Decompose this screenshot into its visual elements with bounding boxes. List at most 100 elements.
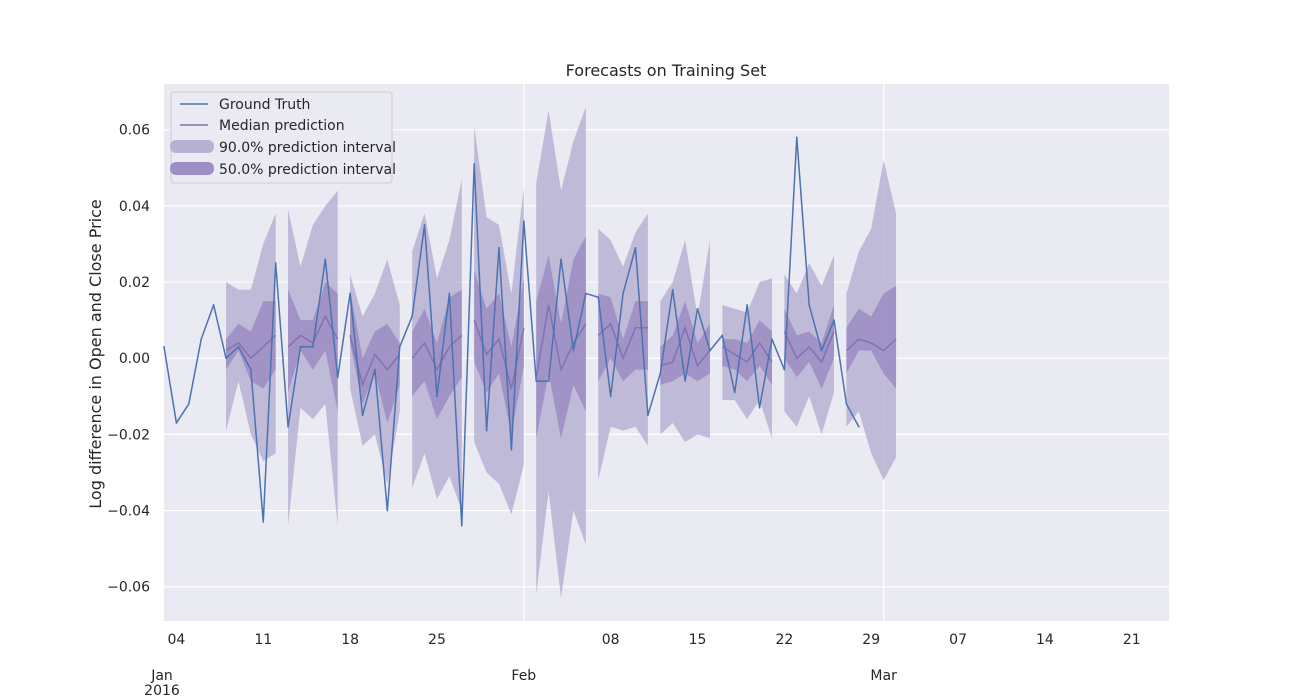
legend-band90: 90.0% prediction interval	[219, 140, 396, 156]
x-tick-label: 08	[602, 632, 620, 648]
ground-truth-point	[547, 380, 550, 382]
ground-truth-point	[287, 425, 289, 428]
ground-truth-point	[858, 425, 860, 428]
legend: Ground Truth Median prediction 90.0% pre…	[170, 91, 396, 184]
ground-truth-point	[460, 524, 463, 527]
legend-median: Median prediction	[219, 118, 345, 134]
band50	[598, 293, 648, 382]
ground-truth-point	[175, 422, 178, 424]
ground-truth-point	[473, 163, 475, 165]
y-tick-label: −0.06	[107, 580, 150, 596]
median-line	[597, 322, 648, 361]
ground-truth-point	[510, 448, 513, 451]
ground-truth-point	[212, 304, 215, 306]
ground-truth-point	[361, 414, 364, 417]
y-tick-label: −0.04	[107, 504, 150, 520]
ground-truth-point	[560, 258, 562, 260]
band50	[722, 320, 772, 385]
ground-truth-point	[758, 406, 761, 409]
ground-truth-point	[820, 349, 823, 352]
y-tick-label: −0.02	[107, 427, 150, 443]
x-major-tick-label: Feb	[511, 668, 536, 684]
ground-truth-point	[795, 136, 798, 139]
x-tick-label: 15	[689, 632, 707, 648]
x-tick-label: 11	[254, 632, 272, 648]
ground-truth-point	[721, 334, 724, 337]
ground-truth-point	[262, 521, 265, 523]
ground-truth-point	[585, 292, 587, 295]
ground-truth-point	[696, 307, 699, 310]
ground-truth-point	[659, 372, 662, 375]
ground-truth-point	[163, 345, 165, 348]
ground-truth-point	[498, 246, 500, 249]
ground-truth-point	[274, 262, 277, 264]
ground-truth-point	[746, 304, 748, 306]
legend-band50-swatch	[170, 162, 214, 175]
legend-box	[170, 91, 393, 184]
legend-band90-swatch	[170, 140, 214, 153]
ground-truth-point	[436, 395, 438, 398]
legend-band50: 50.0% prediction interval	[219, 162, 396, 178]
x-tick-label: 29	[862, 632, 880, 648]
ground-truth-point	[312, 345, 314, 348]
ground-truth-point	[225, 357, 227, 360]
ground-truth-point	[609, 395, 612, 398]
median-line	[721, 341, 773, 364]
ground-truth-point	[808, 304, 810, 306]
ground-truth-point	[411, 315, 413, 318]
ground-truth-point	[572, 349, 575, 352]
x-major-tick-label: Mar	[870, 668, 897, 684]
ground-truth-point	[783, 368, 786, 371]
ground-truth-point	[634, 246, 637, 249]
y-tick-label: 0.04	[119, 199, 150, 215]
median-line	[225, 334, 277, 360]
y-tick-label: 0.06	[119, 123, 150, 139]
x-tick-label: 18	[341, 632, 359, 648]
ground-truth-point	[374, 368, 376, 371]
ground-truth-point	[237, 345, 240, 348]
median-line	[535, 304, 587, 378]
median-line	[411, 334, 463, 372]
band50	[536, 236, 586, 439]
ground-truth-point	[423, 224, 426, 226]
x-major-tick-sublabel: 2016	[144, 683, 180, 699]
x-tick-label: 07	[949, 632, 967, 648]
ground-truth-point	[845, 403, 848, 405]
band50	[226, 301, 276, 389]
ground-truth-point	[647, 414, 649, 417]
x-tick-label: 04	[167, 632, 185, 648]
ground-truth-point	[833, 319, 835, 321]
ground-truth-point	[448, 292, 451, 295]
ground-truth-point	[671, 288, 674, 291]
ground-truth-point	[597, 296, 600, 299]
ground-truth-point	[200, 338, 203, 340]
ground-truth-point	[188, 403, 190, 405]
ground-truth-point	[485, 429, 488, 432]
ground-truth-point	[535, 380, 538, 382]
x-tick-label: 25	[428, 632, 446, 648]
ground-truth-point	[324, 258, 327, 260]
x-major-tick-label: Jan	[150, 668, 173, 684]
ground-truth-point	[398, 345, 401, 348]
median-line	[845, 338, 897, 352]
y-axis-label: Log difference in Open and Close Price	[86, 199, 105, 508]
legend-ground-truth: Ground Truth	[219, 97, 310, 113]
ground-truth-point	[299, 345, 302, 348]
x-tick-label: 21	[1123, 632, 1141, 648]
ground-truth-point	[336, 376, 339, 379]
ground-truth-group	[163, 136, 860, 527]
ground-truth-point	[523, 220, 525, 222]
median-line	[783, 331, 835, 364]
ground-truth-point	[386, 509, 389, 512]
band50	[412, 289, 462, 420]
y-tick-label: 0.00	[119, 351, 150, 367]
ground-truth-point	[733, 391, 736, 394]
x-tick-label: 14	[1036, 632, 1054, 648]
y-tick-label: 0.02	[119, 275, 150, 291]
ground-truth-point	[684, 380, 686, 382]
chart-title: Forecasts on Training Set	[566, 61, 767, 80]
median-line	[660, 325, 711, 368]
ground-truth-point	[250, 368, 252, 371]
